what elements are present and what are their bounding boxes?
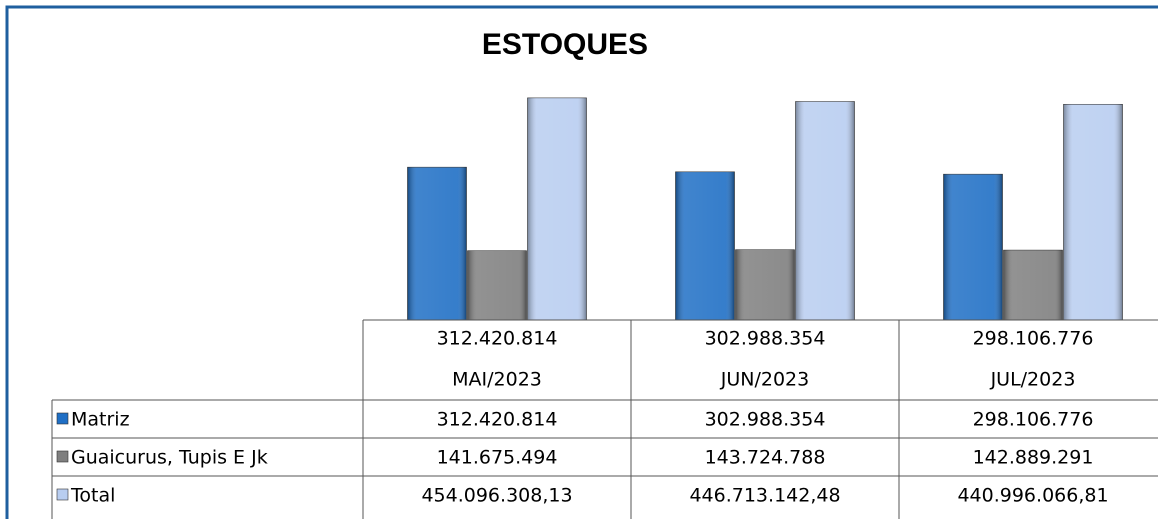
x-tick-label: 298.106.776 bbox=[973, 328, 1094, 350]
bar bbox=[1063, 103, 1123, 321]
table-cell: 302.988.354 bbox=[705, 409, 826, 431]
bar bbox=[527, 97, 587, 321]
legend-key bbox=[56, 412, 69, 425]
table-cell: 446.713.142,48 bbox=[689, 485, 840, 507]
bar bbox=[467, 250, 527, 321]
chart-title: ESTOQUES bbox=[482, 28, 648, 61]
table-cell: 143.724.788 bbox=[705, 447, 826, 469]
bar bbox=[675, 171, 735, 321]
table-cell: 141.675.494 bbox=[437, 447, 558, 469]
table-cell: 142.889.291 bbox=[973, 447, 1094, 469]
table-cell: 440.996.066,81 bbox=[957, 485, 1108, 507]
bar bbox=[1003, 249, 1063, 321]
legend-key bbox=[56, 450, 69, 463]
x-tick-label: 302.988.354 bbox=[705, 328, 826, 350]
legend-label: Matriz bbox=[71, 409, 130, 431]
legend-label: Guaicurus, Tupis E Jk bbox=[71, 447, 268, 469]
legend-label: Total bbox=[70, 485, 115, 507]
table-cell: 454.096.308,13 bbox=[421, 485, 572, 507]
x-tick-label: 312.420.814 bbox=[437, 328, 558, 350]
frame bbox=[5, 5, 1158, 519]
x-tick-label: JUN/2023 bbox=[720, 369, 809, 391]
bar bbox=[407, 166, 467, 321]
legend-key bbox=[56, 488, 69, 501]
bar bbox=[943, 173, 1003, 321]
bar bbox=[795, 101, 855, 321]
table-cell: 312.420.814 bbox=[437, 409, 558, 431]
x-tick-label: MAI/2023 bbox=[452, 369, 542, 391]
bar bbox=[735, 249, 795, 321]
x-tick-label: JUL/2023 bbox=[990, 369, 1076, 391]
table-cell: 298.106.776 bbox=[973, 409, 1094, 431]
